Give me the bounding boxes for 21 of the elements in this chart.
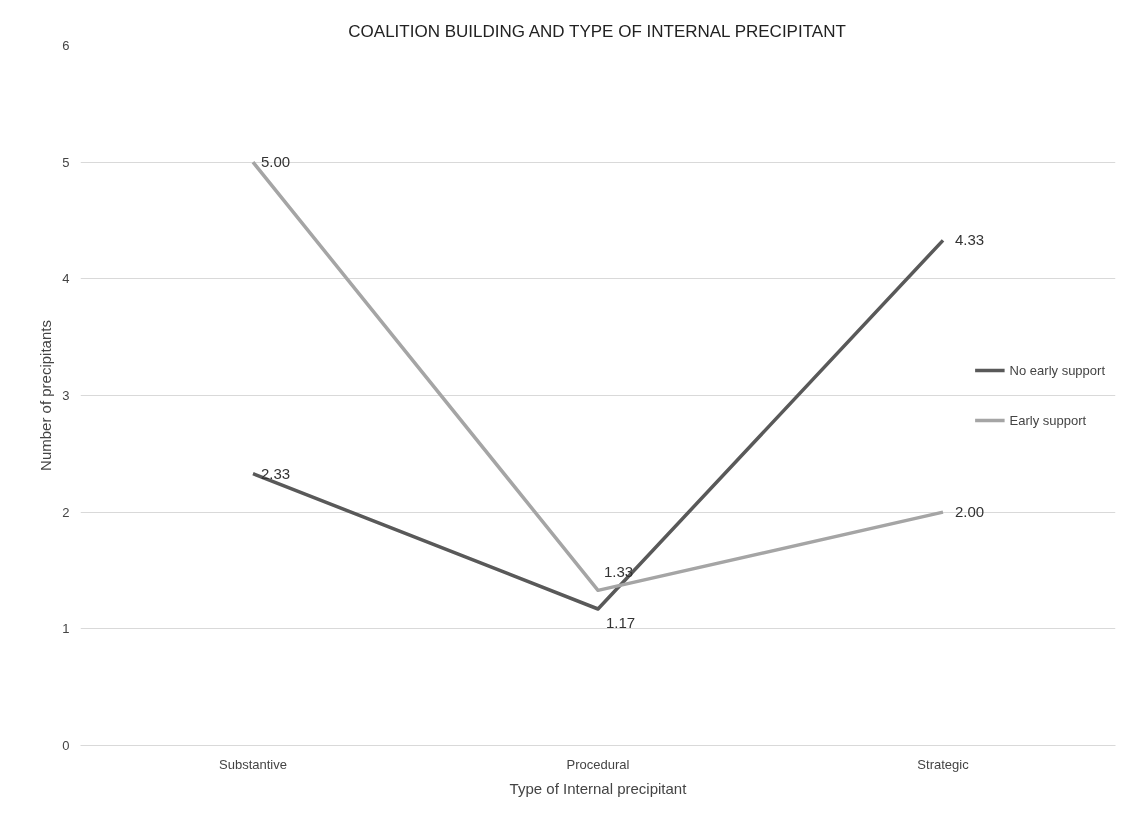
data-label: 5.00 xyxy=(261,153,291,171)
y-tick-label: 6 xyxy=(62,38,70,53)
y-axis-title: Number of precipitants xyxy=(37,320,55,471)
y-tick-label: 3 xyxy=(62,388,70,403)
legend-label: Early support xyxy=(1009,412,1087,428)
y-tick-label: 1 xyxy=(62,621,70,637)
data-label: 4.33 xyxy=(955,231,985,249)
y-tick-label: 4 xyxy=(62,271,70,287)
x-tick-label: Procedural xyxy=(566,756,630,772)
x-tick-label: Strategic xyxy=(917,756,970,772)
data-label: 2.33 xyxy=(261,464,291,482)
y-tick-label: 2 xyxy=(62,504,70,520)
legend-label: No early support xyxy=(1009,362,1105,378)
chart-title: COALITION BUILDING AND TYPE OF INTERNAL PRECIPITANT xyxy=(348,21,846,41)
data-label: 2.00 xyxy=(955,503,985,521)
x-tick-label: Substantive xyxy=(219,756,287,772)
data-label: 1.17 xyxy=(606,614,636,631)
x-axis-title: Type of Internal precipitant xyxy=(509,779,688,797)
data-label: 1.33 xyxy=(604,563,634,581)
y-tick-label: 5 xyxy=(62,154,70,170)
y-tick-label: 0 xyxy=(62,738,70,753)
